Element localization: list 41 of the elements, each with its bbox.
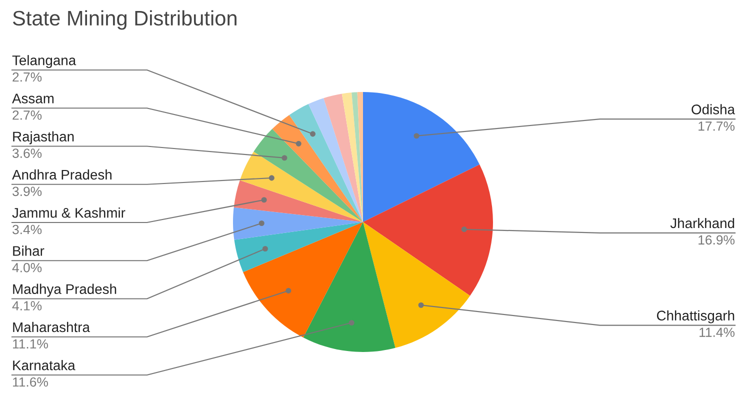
data-label: 11.1%: [13, 339, 48, 349]
slice-label: Andhra Pradesh: [12, 169, 112, 180]
data-label: 3.6%: [12, 148, 42, 158]
pie-slice: [254, 128, 363, 222]
data-label: 3.4%: [12, 224, 42, 234]
chart-title: State Mining Distribution: [12, 10, 236, 30]
slice-label: Odisha: [692, 104, 735, 114]
pie-slice: [233, 207, 363, 240]
data-label: 2.7%: [12, 72, 42, 82]
slice-label: Karnataka: [13, 360, 76, 370]
slice-label: Chhattisgarh: [656, 310, 734, 324]
slice-label: Telangana: [12, 55, 76, 68]
pie-slice: [352, 92, 363, 222]
data-label: 3.9%: [12, 186, 42, 196]
data-label: 2.7%: [12, 110, 42, 120]
data-label: 17.7%: [698, 122, 735, 131]
pie-slice: [363, 92, 480, 222]
data-label: 11.4%: [700, 328, 735, 337]
slice-label: Madhya Pradesh: [13, 284, 116, 297]
pie-slice: [303, 222, 396, 352]
slice-label: Maharashtra: [13, 322, 90, 332]
pie-slice: [363, 164, 493, 296]
pie-slice: [243, 222, 363, 338]
data-label: 16.9%: [698, 235, 735, 245]
pie-slice: [272, 114, 363, 222]
pie-slice: [324, 94, 363, 222]
slice-label: Assam: [12, 94, 54, 104]
data-label: 4.0%: [12, 262, 42, 272]
slice-label: Bihar: [13, 246, 44, 256]
pie-slice: [234, 222, 363, 272]
data-label: 11.6%: [13, 377, 48, 387]
pie-slice: [289, 104, 363, 222]
pie-slice: [342, 92, 363, 222]
pie-slice: [240, 152, 363, 222]
data-label: 4.1%: [12, 301, 42, 310]
pie-slice: [234, 180, 363, 222]
pie-slice: [363, 222, 470, 348]
pie-slice: [308, 98, 363, 222]
slice-label: Rajasthan: [13, 131, 74, 144]
slice-label: Jammu & Kashmir: [12, 208, 126, 218]
slice-label: Jharkhand: [670, 218, 734, 228]
